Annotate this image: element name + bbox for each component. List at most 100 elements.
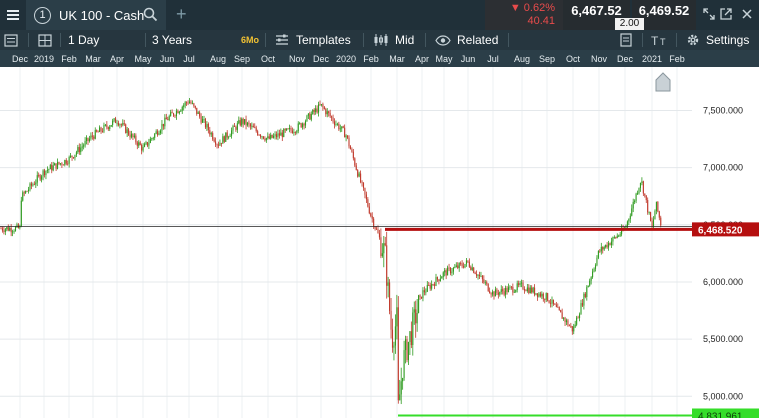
settings-button[interactable]: Settings [686,30,749,50]
time-axis-label: Dec [312,54,330,64]
time-axis-label: 2019 [33,54,55,64]
candle-body [14,227,17,231]
candle-body [471,267,473,270]
candle-body [526,287,528,292]
sell-button[interactable]: 6,467.52 [563,0,630,30]
candle-body [265,138,267,141]
candle-body [100,127,102,132]
candle-body [637,193,639,195]
candle-body [436,277,438,280]
candle-body [425,291,427,293]
popout-icon[interactable] [719,7,733,21]
time-axis-label: May [134,54,152,64]
candle-body [286,128,288,131]
candle-body [645,195,647,201]
candle-body [481,275,483,280]
candle-body [233,125,235,127]
candle-body [220,142,222,144]
candle-body [631,208,633,216]
range-select[interactable]: 3 Years [152,33,193,47]
candle-body [476,273,478,276]
candle-body [180,110,182,112]
candle-body [347,135,349,138]
candle-body [405,339,407,351]
candle-body [294,132,296,133]
candle-body [215,141,217,145]
low-price-label: 4,831.961 [698,411,743,418]
add-icon[interactable]: + [176,4,187,24]
candle-body [477,274,479,276]
candle-body [551,299,553,304]
candle-body [536,293,539,297]
candle-body [200,116,202,123]
candle-body [216,144,218,146]
candle-body [157,131,159,135]
candle-body [545,293,547,300]
top-bar: 1 UK 100 - Cash + ▼ 0.62% 40.41 6,467.52… [0,0,759,30]
price-chart[interactable]: 7,500.0007,000.0006,500.0006,000.0005,50… [0,67,759,418]
menu-icon[interactable] [0,0,26,30]
candle-body [255,127,257,132]
candle-body [101,131,104,133]
list-icon[interactable] [4,30,18,50]
related-button[interactable]: Related [435,30,498,50]
candle-body [608,243,610,248]
candle-body [184,102,186,106]
interval-select[interactable]: 1 Day [68,33,100,47]
candle-body [309,113,311,120]
candle-body [130,133,133,138]
candle-body [154,133,156,138]
candle-body [367,199,369,207]
candle-body [344,127,346,138]
candle-body [155,131,157,134]
close-icon[interactable] [740,7,754,21]
candle-body [9,227,11,231]
time-axis-label: Oct [260,54,276,64]
candle-body [397,307,399,401]
time-axis-label: Jun [460,54,476,64]
candle-body [371,215,373,219]
candle-body [107,127,109,129]
layout-grid-icon[interactable] [38,30,52,50]
instrument-tab[interactable]: 1 UK 100 - Cash [26,0,166,30]
templates-button[interactable]: Templates [275,30,351,50]
candle-body [505,287,507,295]
time-axis-label: Mar [389,54,405,64]
candle-body [357,169,359,177]
candle-body [260,135,262,137]
candle-body [361,182,363,183]
candle-body [635,193,637,201]
candle-body [555,304,557,307]
candle-body [406,339,408,361]
candle-body [54,163,56,166]
candle-body [435,277,437,286]
candle-body [315,108,317,112]
candle-body [492,291,494,295]
candle-body [80,147,82,153]
candle-body [293,132,295,134]
candle-body [174,115,176,117]
candle-body [191,103,193,105]
candle-body [457,265,459,269]
candle-body [46,169,48,171]
candle-body [32,184,34,186]
candle-body [246,122,249,126]
price-type-button[interactable]: Mid [373,30,414,50]
expand-icon[interactable] [702,7,716,21]
candle-body [523,289,525,291]
candle-body [528,287,530,294]
candle-body [490,293,492,295]
candle-body [209,130,211,135]
notes-icon[interactable] [620,30,632,50]
candle-body [365,194,367,200]
candle-body [33,184,35,186]
candle-body [610,241,612,246]
search-icon[interactable] [143,7,158,22]
scroll-marker-icon[interactable] [655,72,671,92]
svg-text:T: T [660,37,666,46]
candle-body [228,136,230,138]
time-axis-label: Mar [85,54,101,64]
candle-body [432,284,434,285]
candle-body [547,293,549,301]
